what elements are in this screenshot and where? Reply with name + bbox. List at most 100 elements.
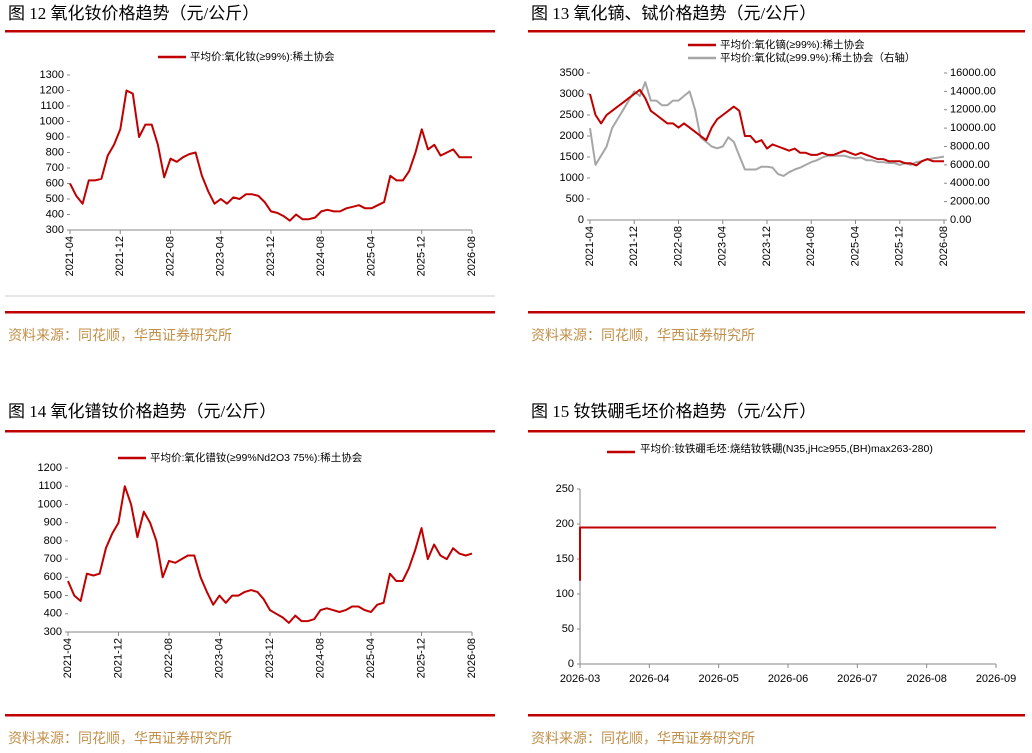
y-tick-label: 1000 [38,498,62,510]
x-tick-label: 2026-06 [768,673,808,685]
x-tick-label: 2026-07 [837,673,877,685]
y-tick-label: 1100 [40,100,64,112]
x-tick-label: 2023-04 [213,638,225,678]
y-tick-label: 600 [44,571,62,583]
bottom-rule [5,714,495,717]
source-note: 资料来源：同花顺，华西证券研究所 [8,731,232,747]
y-tick-label: 3500 [560,67,584,79]
y-tick-label: 1500 [560,151,584,163]
x-tick-label: 2026-05 [698,673,738,685]
x-tick-label: 2026-08 [906,673,946,685]
x-tick-label: 2022-08 [672,226,684,266]
series-line [69,89,472,222]
bottom-rule [5,311,495,314]
x-tick-label: 2022-08 [164,236,176,276]
y-tick-label: 1000 [560,172,584,184]
x-tick-label: 2025-04 [849,226,861,266]
x-tick-label: 2021-12 [114,236,126,276]
chart-title: 图 14 氧化镨钕价格趋势（元/公斤） [8,402,276,421]
x-tick-label: 2021-04 [62,638,74,678]
title-rule [5,430,495,433]
y-tick-label: 1300 [40,69,64,81]
x-tick-label: 2021-04 [584,226,596,266]
x-tick-label: 2026-09 [976,673,1016,685]
x-tick-label: 2025-12 [416,236,428,276]
title-rule [528,430,1025,433]
chart-title: 图 12 氧化钕价格趋势（元/公斤） [8,4,259,23]
x-tick-label: 2025-12 [415,638,427,678]
x-tick-label: 2022-08 [163,638,175,678]
y2-tick-label: 4000.00 [950,177,990,189]
y-tick-label: 700 [44,553,62,565]
x-tick-label: 2024-08 [314,638,326,678]
x-tick-label: 2026-03 [560,673,600,685]
y-tick-label: 600 [46,177,64,189]
y-tick-label: 100 [556,588,574,600]
x-tick-label: 2025-04 [365,638,377,678]
y-tick-label: 900 [44,517,62,529]
source-note: 资料来源：同花顺，华西证券研究所 [531,328,755,344]
y-tick-label: 2000 [560,130,584,142]
x-tick-label: 2023-12 [761,226,773,266]
y2-tick-label: 12000.00 [950,104,996,116]
y2-tick-label: 16000.00 [950,67,996,79]
bottom-rule [528,714,1025,717]
series-line [67,485,473,624]
title-rule [5,30,495,33]
series-line [579,526,996,581]
y2-tick-label: 8000.00 [950,140,990,152]
y-tick-label: 400 [46,208,64,220]
y-tick-label: 500 [566,193,584,205]
y-tick-label: 200 [556,518,574,530]
series-line [589,81,945,177]
series-line [589,88,944,167]
legend-label: 平均价:氧化铽(≥99.9%):稀土协会（右轴） [720,51,915,64]
y2-tick-label: 14000.00 [950,85,996,97]
x-tick-label: 2026-08 [938,226,950,266]
y-tick-label: 0 [568,658,574,670]
y-tick-label: 250 [556,483,574,495]
y2-tick-label: 2000.00 [950,196,990,208]
y-tick-label: 500 [46,193,64,205]
y-tick-label: 3000 [560,88,584,100]
y-tick-label: 400 [44,608,62,620]
chart-title: 图 15 钕铁硼毛坯价格趋势（元/公斤） [531,402,816,421]
y2-tick-label: 10000.00 [950,122,996,134]
title-rule [528,30,1025,33]
y2-tick-label: 0.00 [950,214,971,226]
y-tick-label: 300 [44,626,62,638]
y-tick-label: 1000 [40,115,64,127]
source-note: 资料来源：同花顺，华西证券研究所 [531,731,755,747]
x-tick-label: 2023-12 [264,638,276,678]
legend-label: 平均价:氧化镨钕(≥99%Nd2O3 75%):稀土协会 [150,451,363,464]
legend-label: 平均价:钕铁硼毛坯:烧结钕铁硼(N35,jHc≥955,(BH)max263-2… [640,443,933,455]
x-tick-label: 2026-04 [629,673,669,685]
y-tick-label: 1200 [38,462,62,474]
y-tick-label: 2500 [560,109,584,121]
y-tick-label: 1200 [40,84,64,96]
x-tick-label: 2025-04 [365,236,377,276]
x-tick-label: 2025-12 [894,226,906,266]
source-note: 资料来源：同花顺，华西证券研究所 [8,328,232,344]
y-tick-label: 800 [46,146,64,158]
y-tick-label: 50 [562,623,574,635]
y-tick-label: 0 [578,214,584,226]
y2-tick-label: 6000.00 [950,159,990,171]
legend-label: 平均价:氧化镝(≥99%):稀土协会 [720,38,865,51]
x-tick-label: 2021-04 [64,236,76,276]
y-tick-label: 900 [46,131,64,143]
y-tick-label: 500 [44,589,62,601]
x-tick-label: 2024-08 [805,226,817,266]
x-tick-label: 2024-08 [315,236,327,276]
x-tick-label: 2023-04 [717,226,729,266]
x-tick-label: 2023-12 [265,236,277,276]
y-tick-label: 700 [46,162,64,174]
x-tick-label: 2021-12 [628,226,640,266]
y-tick-label: 800 [44,535,62,547]
legend-label: 平均价:氧化钕(≥99%):稀土协会 [190,50,335,63]
y-tick-label: 150 [556,553,574,565]
chart-title: 图 13 氧化镝、铽价格趋势（元/公斤） [531,4,816,23]
legend-box: 平均价:钕铁硼毛坯:烧结钕铁硼(N35,jHc≥955,(BH)max263-2… [640,443,933,455]
